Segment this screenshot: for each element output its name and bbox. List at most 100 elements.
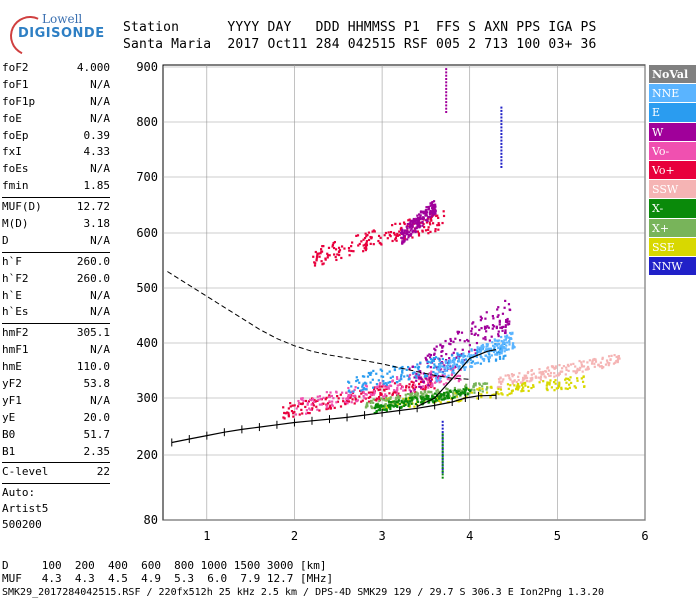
parameter-divider [2, 197, 110, 199]
echo-point-w [460, 353, 463, 356]
echo-point-x- [427, 400, 431, 404]
echo-point-vo- [322, 396, 325, 399]
echo-point-w [428, 356, 432, 359]
echo-point-vo- [411, 385, 414, 388]
echo-point-vo- [429, 372, 433, 375]
echo-point-e [363, 387, 366, 390]
echo-point-e [456, 353, 459, 356]
echo-point-w [402, 234, 405, 238]
echo-point-x- [421, 396, 425, 399]
echo-streak-point [445, 78, 448, 80]
echo-point-vo- [353, 394, 357, 397]
echo-point-w [401, 229, 404, 232]
echo-point-sse [386, 406, 389, 410]
echo-point-vo- [360, 392, 363, 395]
echo-point-x- [439, 393, 442, 396]
echo-point-vo- [328, 394, 331, 397]
echo-point-x- [457, 390, 460, 393]
echo-point-w [479, 319, 482, 322]
echo-point-vo- [457, 378, 461, 381]
echo-point-w [411, 365, 414, 368]
echo-point-w [484, 338, 487, 341]
echo-point-nne [479, 350, 482, 353]
echo-point-ssw [574, 365, 577, 368]
echo-point-sse [439, 401, 442, 404]
echo-point-w [422, 380, 425, 383]
echo-point-w [472, 321, 475, 324]
echo-point-vo- [330, 394, 334, 398]
echo-point-vo- [377, 234, 381, 238]
echo-point-x- [420, 397, 423, 401]
echo-point-sse [489, 396, 492, 399]
parameter-divider [2, 323, 110, 325]
logo-line1: Lowell [42, 12, 83, 26]
echo-streak-point [445, 74, 448, 77]
echo-point-nne [464, 366, 467, 369]
echo-point-e [395, 381, 398, 384]
echo-point-w [410, 224, 414, 227]
echo-point-w [492, 317, 495, 320]
echo-point-vo- [334, 248, 338, 251]
echo-point-vo- [396, 384, 399, 387]
echo-streak-point [445, 111, 448, 113]
echo-point-nne [467, 353, 471, 356]
parameter-value: 2.35 [83, 444, 111, 458]
echo-point-nne [439, 376, 442, 380]
echo-point-x- [392, 400, 395, 403]
echo-point-vo- [395, 234, 398, 237]
echo-point-vo- [326, 404, 329, 407]
echo-point-vo- [356, 234, 360, 237]
x-tick-label: 5 [554, 529, 561, 543]
echo-point-e [382, 382, 386, 385]
echo-point-ssw [577, 369, 580, 372]
echo-point-w [439, 343, 442, 346]
echo-point-vo- [337, 246, 341, 249]
parameter-name: foEp [2, 128, 29, 142]
echo-point-nne [500, 340, 503, 343]
echo-streak-point [500, 149, 503, 152]
echo-point-x- [474, 382, 477, 385]
echo-point-ssw [616, 360, 619, 363]
echo-point-nne [489, 347, 493, 350]
echo-point-w [485, 330, 488, 333]
echo-point-nne [479, 346, 482, 349]
echo-point-vo- [341, 391, 344, 394]
echo-streak-point [445, 84, 448, 87]
echo-point-sse [568, 378, 571, 382]
echo-point-x- [404, 403, 407, 406]
legend-item-ssw: SSW [649, 180, 696, 200]
parameter-name: foEs [2, 162, 29, 176]
echo-point-x- [385, 409, 388, 412]
echo-point-ssw [606, 361, 609, 364]
echo-point-vo- [287, 413, 290, 416]
echo-point-nne [436, 368, 439, 371]
echo-point-vo- [304, 399, 308, 403]
y-tick-label: 600 [136, 226, 158, 240]
echo-point-sse [532, 385, 535, 388]
echo-point-w [495, 326, 498, 330]
echo-point-e [460, 354, 463, 357]
echo-point-ssw [538, 371, 541, 374]
echo-streak-point [441, 463, 444, 466]
echo-point-w [421, 221, 424, 224]
echo-point-w [431, 212, 434, 216]
echo-point-sse [497, 392, 500, 396]
x-tick-label: 3 [378, 529, 385, 543]
echo-point-x- [389, 397, 392, 400]
echo-point-ssw [572, 362, 575, 366]
echo-point-ssw [559, 370, 562, 373]
echo-point-vo- [302, 399, 305, 402]
echo-point-vo- [439, 380, 443, 383]
echo-point-vo- [430, 378, 433, 381]
parameter-divider [2, 462, 110, 464]
echo-point-w [424, 356, 427, 360]
echo-point-vo- [346, 402, 349, 405]
echo-point-e [455, 363, 459, 366]
echo-point-x- [447, 395, 450, 398]
echo-point-vo- [419, 380, 423, 384]
echo-point-x- [434, 392, 437, 395]
echo-point-ssw [599, 361, 602, 364]
echo-point-ssw [507, 374, 510, 377]
echo-point-w [410, 227, 413, 230]
echo-point-ssw [508, 377, 511, 380]
